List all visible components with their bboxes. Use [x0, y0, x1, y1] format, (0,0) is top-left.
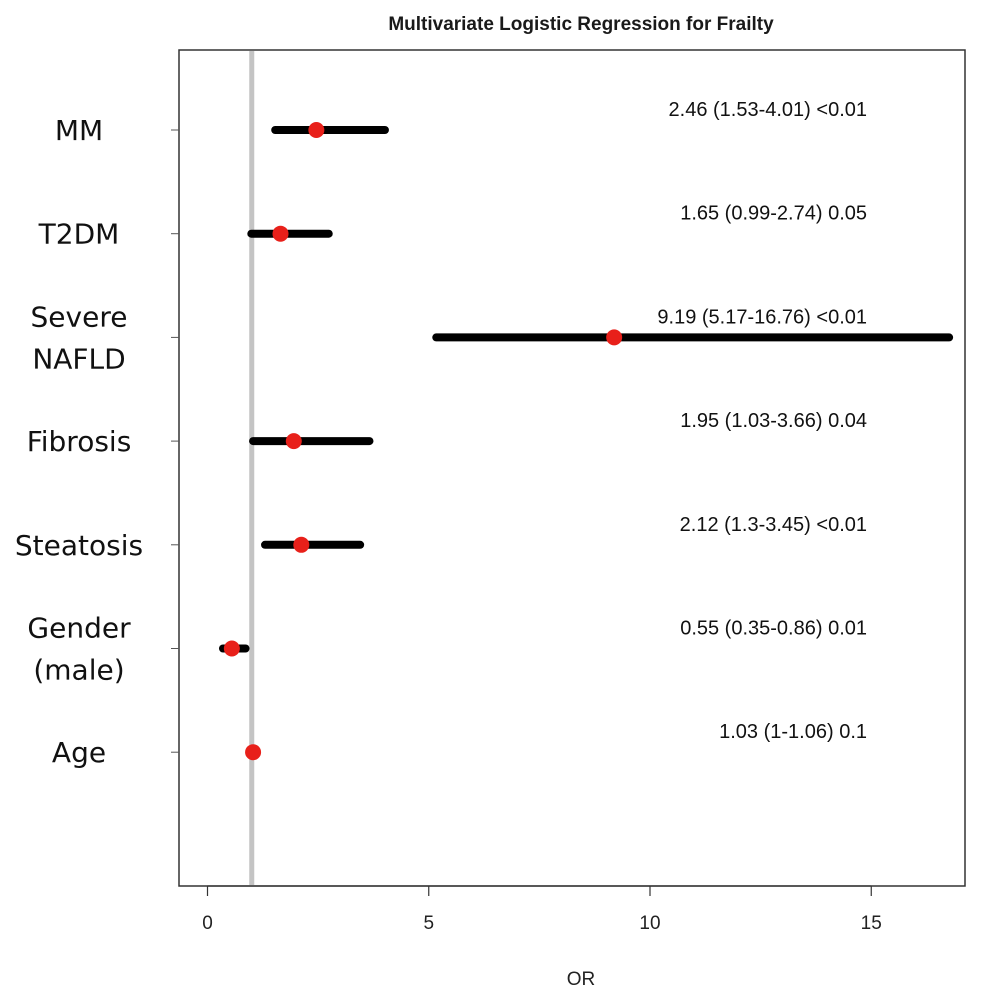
row-label: T2DM [38, 218, 120, 251]
x-tick-label: 15 [861, 913, 882, 934]
row-label: MM [55, 114, 103, 147]
row-label-line: Gender [27, 612, 131, 645]
plot-frame [178, 49, 966, 887]
forest-row: Severe NAFLD 9.19 (5.17-16.76) <0.01 [31, 300, 954, 375]
or-point [308, 122, 325, 138]
x-axis-title: OR [567, 969, 596, 988]
x-tick-label: 0 [202, 913, 213, 934]
or-point [285, 433, 302, 450]
row-label: Severe NAFLD [31, 300, 128, 375]
row-label-line: (male) [33, 654, 124, 687]
row-label-line: T2DM [38, 218, 120, 251]
row-label: Age [52, 736, 106, 769]
row-label-line: NAFLD [32, 342, 125, 375]
forest-row: Gender (male) 0.55 (0.35-0.86) 0.01 [27, 612, 867, 687]
forest-row: Age 1.03 (1-1.06) 0.1 [52, 721, 867, 769]
estimate-annotation: 9.19 (5.17-16.76) <0.01 [657, 306, 867, 328]
x-axis: 0 5 10 15 [202, 885, 882, 934]
x-tick-label: 5 [423, 913, 434, 934]
estimate-annotation: 1.03 (1-1.06) 0.1 [719, 721, 867, 743]
estimate-annotation: 0.55 (0.35-0.86) 0.01 [680, 618, 867, 640]
row-label: Gender (male) [27, 612, 131, 687]
row-label-line: Age [52, 736, 106, 769]
rows-group: MM 2.46 (1.53-4.01) <0.01 T2DM 1.65 (0.99-2… [15, 99, 954, 769]
or-point [606, 329, 623, 346]
row-label: Steatosis [15, 529, 143, 562]
row-label-line: Severe [31, 300, 128, 333]
row-label-line: Fibrosis [27, 425, 132, 458]
row-label-line: MM [55, 114, 103, 147]
estimate-annotation: 2.46 (1.53-4.01) <0.01 [669, 99, 867, 121]
or-point [272, 225, 289, 242]
forest-row: T2DM 1.65 (0.99-2.74) 0.05 [38, 203, 867, 251]
estimate-annotation: 1.95 (1.03-3.66) 0.04 [680, 410, 867, 432]
forest-row: MM 2.46 (1.53-4.01) <0.01 [55, 99, 867, 147]
or-point [245, 744, 262, 761]
chart-title: Multivariate Logistic Regression for Fra… [388, 14, 774, 35]
x-tick-label: 10 [639, 913, 660, 934]
forest-row: Fibrosis 1.95 (1.03-3.66) 0.04 [27, 410, 867, 458]
or-point [223, 640, 240, 657]
or-point [293, 536, 310, 553]
forest-row: Steatosis 2.12 (1.3-3.45) <0.01 [15, 514, 867, 562]
estimate-annotation: 1.65 (0.99-2.74) 0.05 [680, 203, 867, 225]
estimate-annotation: 2.12 (1.3-3.45) <0.01 [680, 514, 867, 536]
row-label: Fibrosis [27, 425, 132, 458]
row-label-line: Steatosis [15, 529, 143, 562]
